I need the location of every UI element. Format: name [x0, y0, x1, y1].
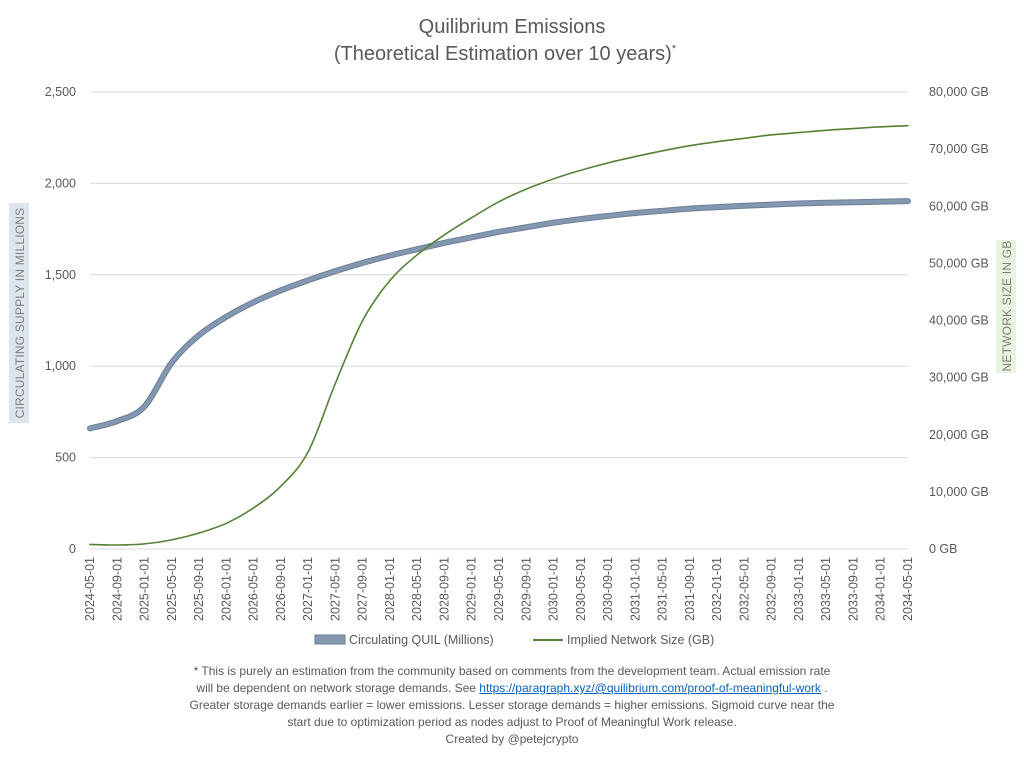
left-tick-label: 500	[55, 451, 76, 465]
x-tick-label: 2034-01-01	[874, 557, 888, 621]
left-tick-label: 0	[69, 542, 76, 556]
right-tick-label: 30,000 GB	[929, 371, 989, 385]
footnote-line-2: will be dependent on network storage dem…	[140, 680, 884, 697]
chart-title: Quilibrium Emissions	[419, 16, 606, 38]
footnote-line-2-pre: will be dependent on network storage dem…	[196, 681, 480, 695]
right-axis-title: NETWORK SIZE IN GB	[1000, 241, 1014, 372]
x-tick-label: 2025-01-01	[138, 557, 152, 621]
right-tick-label: 20,000 GB	[929, 428, 989, 442]
footnote-line-4: start due to optimization period as node…	[287, 715, 737, 729]
x-tick-label: 2030-01-01	[547, 557, 561, 621]
left-axis-title-bg	[9, 203, 29, 423]
chart-subtitle-text: (Theoretical Estimation over 10 years)	[334, 43, 672, 65]
series-line-network	[89, 124, 909, 546]
footnote-line-3: Greater storage demands earlier = lower …	[189, 698, 835, 712]
x-tick-label: 2024-05-01	[83, 557, 97, 621]
gridlines	[90, 91, 908, 550]
right-tick-label: 40,000 GB	[929, 314, 989, 328]
x-tick-label: 2028-01-01	[383, 557, 397, 621]
right-tick-label: 70,000 GB	[929, 142, 989, 156]
footnote-credit: Created by @petejcrypto	[445, 732, 579, 746]
x-tick-label: 2026-05-01	[247, 557, 261, 621]
right-axis-title-bg	[996, 240, 1016, 373]
legend-label-circulating: Circulating QUIL (Millions)	[349, 633, 494, 647]
x-tick-label: 2026-09-01	[274, 557, 288, 621]
series-lines	[87, 124, 911, 546]
legend: Circulating QUIL (Millions) Implied Netw…	[314, 633, 714, 647]
x-tick-label: 2031-09-01	[683, 557, 697, 621]
x-tick-label: 2033-01-01	[792, 557, 806, 621]
x-tick-label: 2030-09-01	[601, 557, 615, 621]
right-tick-label: 10,000 GB	[929, 485, 989, 499]
x-tick-label: 2030-05-01	[574, 557, 588, 621]
left-tick-label: 1,500	[45, 268, 76, 282]
footnote-line-2-post: .	[820, 681, 828, 695]
x-tick-label: 2033-09-01	[846, 557, 860, 621]
chart-subtitle: (Theoretical Estimation over 10 years)*	[334, 43, 677, 65]
x-tick-label: 2024-09-01	[110, 557, 124, 621]
x-tick-label: 2025-09-01	[192, 557, 206, 621]
chart-subtitle-mark: *	[672, 43, 677, 55]
legend-label-network: Implied Network Size (GB)	[567, 633, 714, 647]
left-axis-ticks: 0 500 1,000 1,500 2,000 2,500	[45, 85, 76, 556]
x-tick-label: 2028-09-01	[437, 557, 451, 621]
right-axis-ticks: 0 GB 10,000 GB 20,000 GB 30,000 GB 40,000 GB…	[929, 85, 989, 556]
right-tick-label: 80,000 GB	[929, 85, 989, 99]
footnote-line-1: * This is purely an estimation from the …	[193, 664, 831, 678]
x-axis-ticks: 2024-05-01 2024-09-01 2025-01-01 2025-05-01…	[83, 557, 915, 621]
left-tick-label: 2,000	[45, 176, 76, 190]
left-tick-label: 2,500	[45, 85, 76, 99]
x-tick-label: 2028-05-01	[410, 557, 424, 621]
x-tick-label: 2029-05-01	[492, 557, 506, 621]
x-tick-label: 2033-05-01	[819, 557, 833, 621]
left-tick-label: 1,000	[45, 359, 76, 373]
left-axis-title: CIRCULATING SUPPLY IN MILLIONS	[13, 208, 27, 419]
footnote: * This is purely an estimation from the …	[140, 663, 884, 748]
x-tick-label: 2032-05-01	[737, 557, 751, 621]
legend-swatch-circulating	[314, 634, 346, 645]
x-tick-label: 2027-09-01	[356, 557, 370, 621]
x-tick-label: 2026-01-01	[219, 557, 233, 621]
x-tick-label: 2029-01-01	[465, 557, 479, 621]
proof-of-meaningful-work-link[interactable]: https://paragraph.xyz/@quilibrium.com/pr…	[479, 681, 821, 695]
series-line-circulating	[88, 199, 910, 431]
right-tick-label: 50,000 GB	[929, 256, 989, 270]
x-tick-label: 2027-01-01	[301, 557, 315, 621]
right-tick-label: 0 GB	[929, 542, 958, 556]
x-tick-label: 2029-09-01	[519, 557, 533, 621]
x-tick-label: 2032-01-01	[710, 557, 724, 621]
x-tick-label: 2031-01-01	[628, 557, 642, 621]
x-tick-label: 2034-05-01	[901, 557, 915, 621]
chart-area: Quilibrium Emissions (Theoretical Estima…	[9, 16, 1016, 647]
x-tick-label: 2032-09-01	[765, 557, 779, 621]
series-line-circulating-outline	[87, 198, 911, 432]
x-tick-label: 2025-05-01	[165, 557, 179, 621]
x-tick-label: 2027-05-01	[328, 557, 342, 621]
right-tick-label: 60,000 GB	[929, 199, 989, 213]
x-tick-label: 2031-05-01	[656, 557, 670, 621]
